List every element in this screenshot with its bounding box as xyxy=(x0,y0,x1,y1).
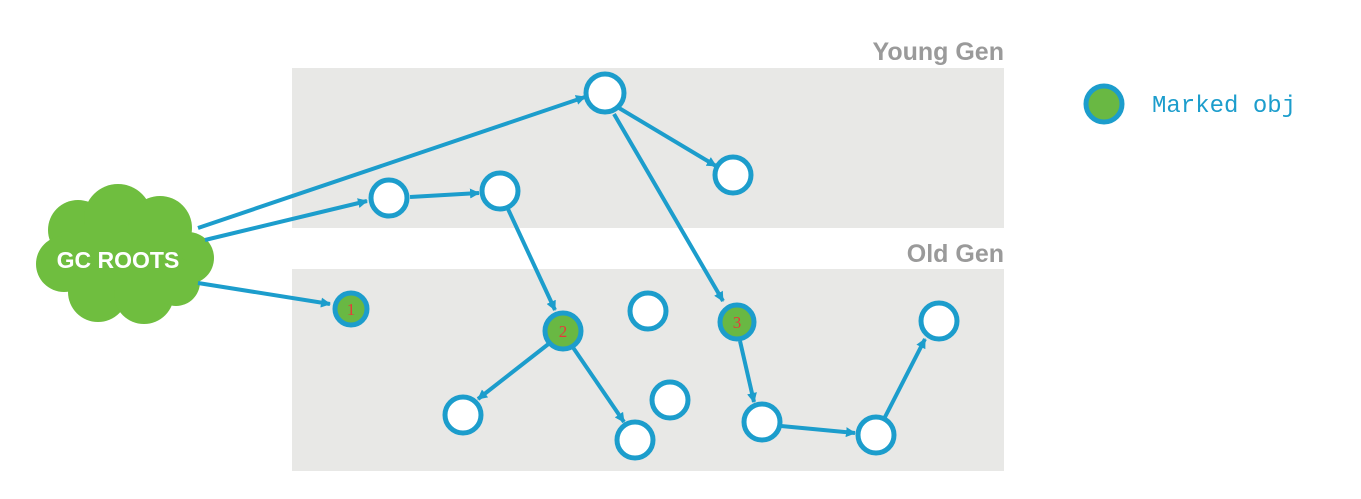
old-gen-label: Old Gen xyxy=(907,240,1004,268)
object-node xyxy=(442,394,484,436)
marked-object-number: 1 xyxy=(347,300,356,319)
marked-object-node xyxy=(717,302,757,342)
edge-marked-2-to-old-left xyxy=(476,340,553,401)
edge-roots-to-young-top xyxy=(197,95,586,230)
object-node xyxy=(614,419,656,461)
edge-old-chain-a-to-old-chain-b xyxy=(780,424,856,438)
object-node xyxy=(712,154,754,196)
edge-marked-3-to-old-chain-a xyxy=(738,340,757,403)
gc-roots-label: GC ROOTS xyxy=(57,247,180,273)
object-node xyxy=(741,401,783,443)
young-gen-label: Young Gen xyxy=(873,38,1004,66)
marked-object-node xyxy=(542,310,584,352)
object-node xyxy=(627,290,669,332)
edge-old-chain-b-to-old-chain-c xyxy=(883,338,927,418)
edge-roots-to-marked-1 xyxy=(197,281,331,308)
legend: Marked obj xyxy=(1083,83,1296,125)
marked-object-node xyxy=(332,290,370,328)
marked-obj-legend-icon xyxy=(1083,83,1125,125)
object-node xyxy=(583,71,627,115)
object-node xyxy=(479,170,521,212)
edge-young-top-to-young-right xyxy=(617,106,718,168)
marked-object-number: 3 xyxy=(733,313,742,332)
young-gen-region xyxy=(292,68,1004,228)
edge-roots-to-young-mid xyxy=(204,198,368,242)
edge-young-b-to-marked-2 xyxy=(506,208,557,311)
object-node xyxy=(918,300,960,342)
object-node xyxy=(368,177,410,219)
edge-marked-2-to-old-bottom xyxy=(570,344,626,424)
legend-label: Marked obj xyxy=(1152,93,1296,120)
marked-object-number: 2 xyxy=(559,322,568,341)
edge-young-a-to-young-b xyxy=(409,188,480,199)
edge-young-top-to-marked-3 xyxy=(612,112,725,303)
gc-roots-cloud: GC ROOTS xyxy=(36,184,214,324)
object-node xyxy=(855,414,897,456)
object-node xyxy=(649,379,691,421)
